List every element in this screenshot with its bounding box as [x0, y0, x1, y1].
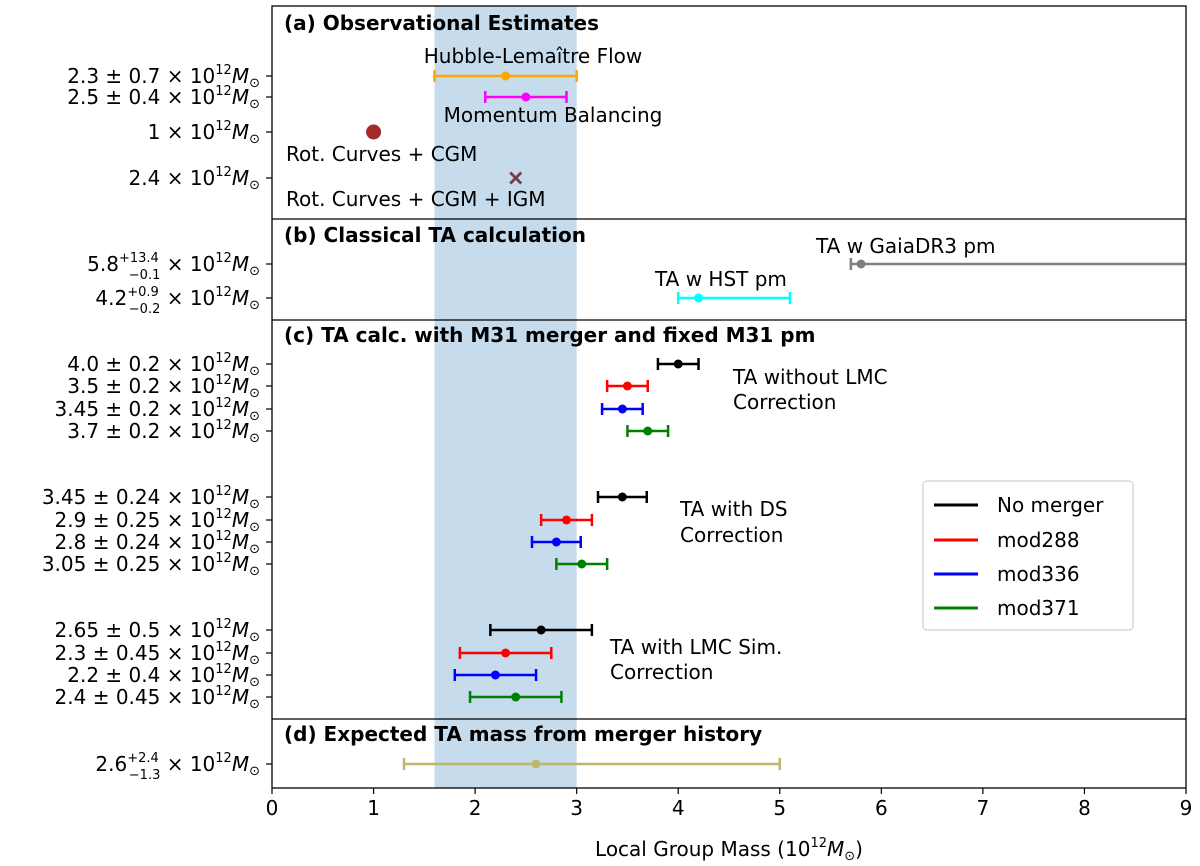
data-point [577, 559, 587, 569]
data-row-p2-r8 [489, 624, 594, 636]
x-tick-label: 4 [672, 796, 685, 820]
data-row-p2-r9 [458, 647, 553, 659]
annotation-gaiadr3: TA w GaiaDR3 pm [815, 234, 996, 258]
x-tick-label: 3 [570, 796, 583, 820]
data-point [366, 124, 382, 140]
data-point-cross [509, 171, 523, 185]
data-row-p2-r10 [453, 669, 538, 681]
panel-title-c: (c) TA calc. with M31 merger and fixed M… [284, 323, 815, 347]
x-tick-label: 7 [977, 796, 990, 820]
annotation-lmc-sim-2: Correction [610, 660, 713, 684]
annotation-ds-2: Correction [680, 523, 783, 547]
shaded-band [434, 6, 577, 788]
annotation-rot-curves-cgm: Rot. Curves + CGM [286, 142, 477, 166]
legend-label-mod336: mod336 [997, 562, 1080, 586]
data-row-p2-r7 [555, 558, 609, 570]
legend-label-no-merger: No merger [997, 493, 1104, 517]
annotation-hubble-flow: Hubble-Lemaître Flow [424, 44, 643, 68]
y-tick-label: 3.45 ± 0.24 × 1012M⊙ [42, 484, 260, 512]
data-point [617, 404, 627, 414]
panel-title-b: (b) Classical TA calculation [284, 223, 586, 247]
x-tick-label: 1 [367, 796, 380, 820]
legend-frame [922, 480, 1134, 631]
y-tick-label: 2.6+2.4 −1.3 × 1012M⊙ [95, 751, 260, 783]
x-tick-label: 0 [266, 796, 279, 820]
y-tick-label: 4.0 ± 0.2 × 1012M⊙ [67, 351, 260, 379]
legend-label-mod288: mod288 [997, 528, 1080, 552]
data-point [562, 515, 572, 525]
legend: No merger mod288 mod336 mod371 [922, 480, 1134, 631]
data-point [617, 492, 627, 502]
data-point [536, 625, 546, 635]
y-tick-label: 2.3 ± 0.7 × 1012M⊙ [67, 63, 260, 91]
y-tick-label: 2.2 ± 0.4 × 1012M⊙ [67, 662, 260, 690]
data-row-p2-r11 [468, 691, 563, 703]
panel-title-d: (d) Expected TA mass from merger history [284, 722, 762, 746]
x-axis-label: Local Group Mass (1012M⊙) [595, 836, 863, 864]
x-tick-label: 8 [1078, 796, 1091, 820]
y-tick-label: 3.7 ± 0.2 × 1012M⊙ [67, 418, 260, 446]
y-tick-label: 2.4 ± 0.45 × 1012M⊙ [55, 684, 260, 712]
data-row-p2-r5 [539, 514, 594, 526]
legend-label-mod371: mod371 [997, 596, 1080, 620]
data-point [511, 692, 521, 702]
y-tick-label: 4.2+0.9 −0.2 × 1012M⊙ [95, 285, 260, 317]
data-point [521, 92, 531, 102]
data-row-p2-r4 [596, 491, 648, 503]
y-tick-label: 2.4 × 1012M⊙ [129, 165, 260, 193]
data-point [856, 259, 866, 269]
x-tick-label: 6 [875, 796, 888, 820]
x-tick-label: 9 [1180, 796, 1193, 820]
data-point [551, 537, 561, 547]
annotation-momentum-balancing: Momentum Balancing [444, 103, 663, 127]
annotation-without-lmc-2: Correction [733, 390, 836, 414]
y-tick-label: 2.5 ± 0.4 × 1012M⊙ [67, 84, 260, 112]
data-row-p0-r3 [509, 171, 523, 185]
data-point [531, 759, 541, 769]
data-row-p0-r1 [484, 91, 568, 103]
y-tick-label: 2.9 ± 0.25 × 1012M⊙ [55, 507, 260, 535]
x-tick-label: 5 [773, 796, 786, 820]
data-row-p2-r2 [600, 403, 644, 415]
data-row-p0-r0 [433, 70, 578, 82]
data-row-p2-r6 [530, 536, 582, 548]
annotation-rot-curves-cgm-igm: Rot. Curves + CGM + IGM [286, 187, 546, 211]
annotation-hst: TA w HST pm [654, 267, 787, 291]
data-point [490, 670, 500, 680]
data-point [501, 71, 511, 81]
x-tick-label: 2 [469, 796, 482, 820]
y-tick-label: 5.8+13.4 −0.1 × 1012M⊙ [87, 251, 260, 283]
plot-frame [271, 5, 1187, 789]
data-point [694, 293, 704, 303]
data-row-p2-r3 [626, 425, 670, 437]
data-point [673, 359, 683, 369]
panel-title-a: (a) Observational Estimates [284, 11, 599, 35]
y-tick-label: 2.8 ± 0.24 × 1012M⊙ [55, 529, 260, 557]
data-point [622, 381, 632, 391]
y-tick-label: 2.3 ± 0.45 × 1012M⊙ [55, 640, 260, 668]
data-row-p2-r1 [605, 380, 650, 392]
data-row-p3-r0 [402, 758, 782, 770]
annotation-ds: TA with DS [679, 497, 788, 521]
annotation-lmc-sim: TA with LMC Sim. [609, 635, 782, 659]
y-tick-label: 2.65 ± 0.5 × 1012M⊙ [55, 617, 260, 645]
data-row-p1-r0 [849, 258, 1186, 270]
data-row-p1-r1 [676, 292, 792, 304]
data-point [501, 648, 511, 658]
data-point [643, 426, 653, 436]
y-tick-label: 3.5 ± 0.2 × 1012M⊙ [67, 373, 260, 401]
data-row-p2-r0 [656, 358, 700, 370]
data-row-p0-r2 [366, 124, 382, 140]
y-tick-label: 3.05 ± 0.25 × 1012M⊙ [42, 551, 260, 579]
y-tick-label: 1 × 1012M⊙ [148, 119, 260, 147]
annotation-without-lmc: TA without LMC [732, 365, 888, 389]
y-tick-label: 3.45 ± 0.2 × 1012M⊙ [55, 396, 260, 424]
